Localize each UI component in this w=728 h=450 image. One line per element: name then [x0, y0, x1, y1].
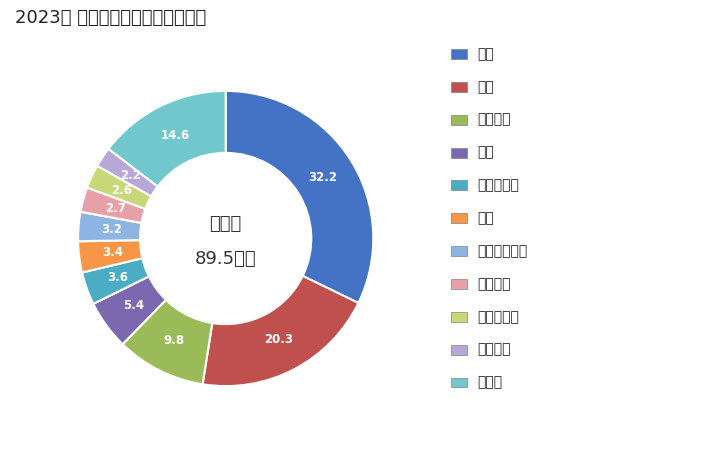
Wedge shape [98, 149, 158, 196]
Text: フィリピン: フィリピン [477, 310, 519, 324]
Wedge shape [87, 166, 151, 209]
Text: 台湾: 台湾 [477, 211, 494, 225]
Text: 89.5億円: 89.5億円 [195, 250, 256, 268]
Text: 米国: 米国 [477, 80, 494, 94]
Text: 総　額: 総 額 [210, 215, 242, 233]
Text: インドネシア: インドネシア [477, 244, 527, 258]
Text: マレーシア: マレーシア [477, 178, 519, 193]
Text: 2.6: 2.6 [111, 184, 132, 197]
Wedge shape [108, 91, 226, 186]
Wedge shape [78, 240, 143, 273]
Wedge shape [122, 300, 213, 384]
Wedge shape [93, 276, 166, 344]
Text: 20.3: 20.3 [264, 333, 293, 346]
Text: 9.8: 9.8 [164, 334, 185, 347]
Text: イタリア: イタリア [477, 342, 510, 357]
Text: 14.6: 14.6 [160, 130, 190, 143]
Wedge shape [202, 276, 358, 386]
Text: 2.2: 2.2 [120, 169, 141, 182]
Text: 3.2: 3.2 [101, 223, 122, 236]
Text: タイ: タイ [477, 145, 494, 160]
Text: その他: その他 [477, 375, 502, 390]
Wedge shape [82, 258, 149, 304]
Text: 3.4: 3.4 [102, 246, 123, 259]
Text: 3.6: 3.6 [108, 271, 129, 284]
Text: メキシコ: メキシコ [477, 277, 510, 291]
Wedge shape [226, 91, 373, 303]
Text: 32.2: 32.2 [308, 171, 337, 184]
Text: 2.7: 2.7 [105, 202, 126, 215]
Text: ベトナム: ベトナム [477, 112, 510, 127]
Wedge shape [78, 212, 141, 241]
Text: 2023年 輸出相手国のシェア（％）: 2023年 輸出相手国のシェア（％） [15, 9, 206, 27]
Wedge shape [81, 188, 146, 223]
Text: 5.4: 5.4 [122, 299, 143, 312]
Text: 中国: 中国 [477, 47, 494, 61]
